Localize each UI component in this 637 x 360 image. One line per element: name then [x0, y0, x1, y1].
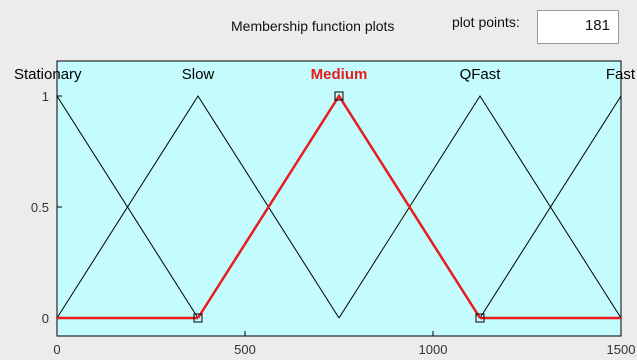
mf-label-medium[interactable]: Medium — [311, 66, 368, 83]
mf-label-fast[interactable]: Fast — [606, 66, 636, 83]
x-tick-label: 1500 — [607, 342, 636, 357]
mf-label-stationary[interactable]: Stationary — [14, 66, 82, 83]
y-tick-label: 0.5 — [31, 200, 49, 215]
x-tick-label: 500 — [234, 342, 256, 357]
plot-area[interactable] — [57, 61, 621, 336]
x-tick-label: 0 — [53, 342, 60, 357]
y-tick-label: 0 — [42, 311, 49, 326]
x-tick-label: 1000 — [419, 342, 448, 357]
mf-label-slow[interactable]: Slow — [182, 66, 215, 83]
mf-label-qfast[interactable]: QFast — [460, 66, 502, 83]
y-tick-label: 1 — [42, 89, 49, 104]
